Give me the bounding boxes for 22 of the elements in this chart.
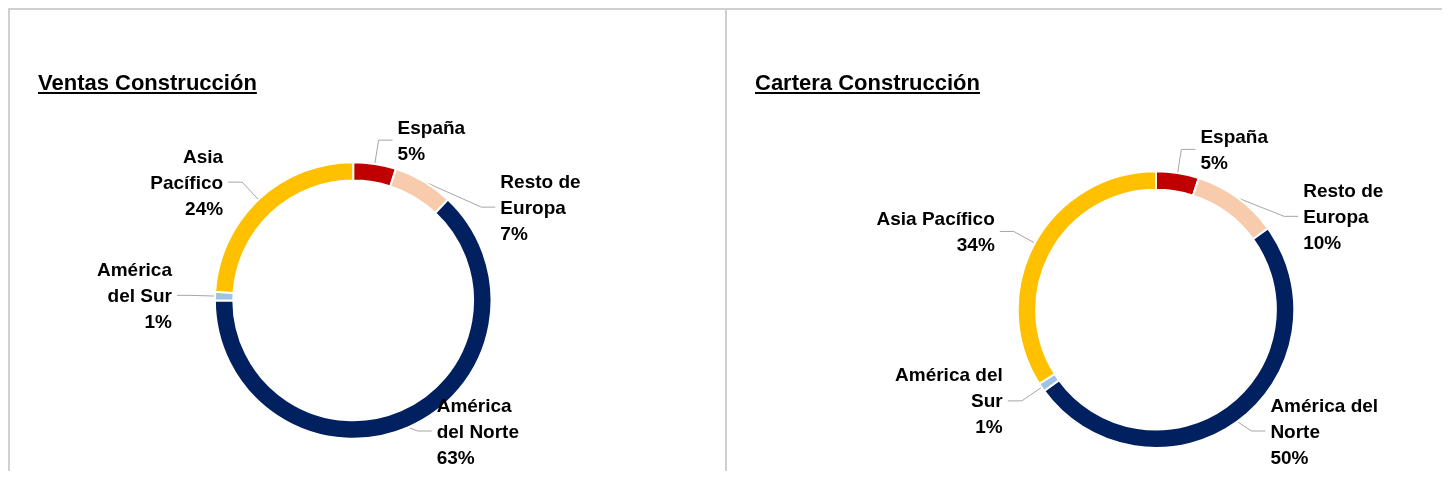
slice-label: Resto de Europa [1303, 179, 1384, 227]
slice-label: América del Norte [436, 394, 520, 442]
data-label: 34% [956, 233, 995, 255]
data-label: 63% [436, 446, 475, 468]
data-label: 7% [500, 222, 528, 244]
data-label: 1% [975, 416, 1003, 438]
data-label: 5% [397, 142, 426, 164]
data-label: 1% [144, 310, 173, 332]
slice-label: América del Sur [895, 364, 1004, 412]
data-label: 50% [1270, 446, 1309, 468]
slice-label: España [397, 116, 466, 138]
slice-label: Asia Pacífico [876, 207, 995, 229]
slice-label: Asia Pacífico [150, 145, 224, 193]
slice-label: España [1200, 125, 1269, 147]
slice-label: Resto de Europa [500, 170, 581, 218]
slice-label: América del Sur [96, 258, 173, 306]
data-label: 10% [1303, 231, 1342, 253]
chart-title: Ventas Construcción [38, 70, 257, 96]
slice-label: América del Norte [1270, 394, 1379, 442]
data-label: 24% [185, 197, 224, 219]
chart-title: Cartera Construcción [755, 70, 980, 96]
data-label: 5% [1200, 151, 1228, 173]
